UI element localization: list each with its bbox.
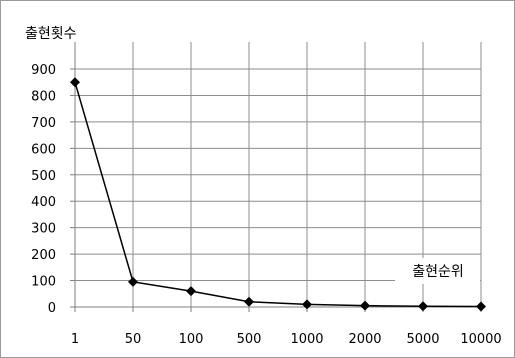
data-point-marker bbox=[476, 301, 486, 312]
y-tick-label: 600 bbox=[31, 142, 56, 157]
x-tick-labels: 1 50 100 500 1000 2000 5000 10000 bbox=[71, 332, 502, 347]
y-tick-labels: 0 100 200 300 400 500 600 700 800 900 bbox=[31, 63, 56, 316]
y-tick-label: 900 bbox=[31, 63, 56, 78]
series-line bbox=[74, 82, 482, 308]
y-tick-label: 0 bbox=[48, 301, 56, 316]
x-axis-title: 출현순위 bbox=[412, 264, 464, 280]
data-point-marker bbox=[128, 276, 138, 287]
y-tick-label: 200 bbox=[31, 248, 56, 263]
y-axis-title: 출현횟수 bbox=[25, 26, 77, 42]
x-tick-label: 500 bbox=[237, 332, 262, 347]
data-series bbox=[70, 77, 486, 312]
data-point-marker bbox=[360, 300, 370, 311]
x-tick-label: 1000 bbox=[290, 332, 323, 347]
y-tick-label: 800 bbox=[31, 89, 56, 104]
y-tick-label: 400 bbox=[31, 195, 56, 210]
y-tick-label: 700 bbox=[31, 116, 56, 131]
x-tick-label: 10000 bbox=[460, 332, 501, 347]
x-tick-label: 1 bbox=[71, 332, 79, 347]
y-tick-label: 300 bbox=[31, 222, 56, 237]
x-tick-label: 2000 bbox=[348, 332, 381, 347]
x-tick-label: 100 bbox=[179, 332, 204, 347]
data-point-marker bbox=[186, 286, 196, 297]
y-tick-label: 500 bbox=[31, 169, 56, 184]
y-tick-label: 100 bbox=[31, 275, 56, 290]
data-point-marker bbox=[244, 296, 254, 307]
x-axis-title-box bbox=[395, 258, 480, 284]
data-point-marker bbox=[70, 77, 80, 88]
data-point-marker bbox=[302, 299, 312, 310]
x-tick-label: 50 bbox=[125, 332, 142, 347]
data-point-marker bbox=[418, 301, 428, 312]
x-tick-label: 5000 bbox=[406, 332, 439, 347]
